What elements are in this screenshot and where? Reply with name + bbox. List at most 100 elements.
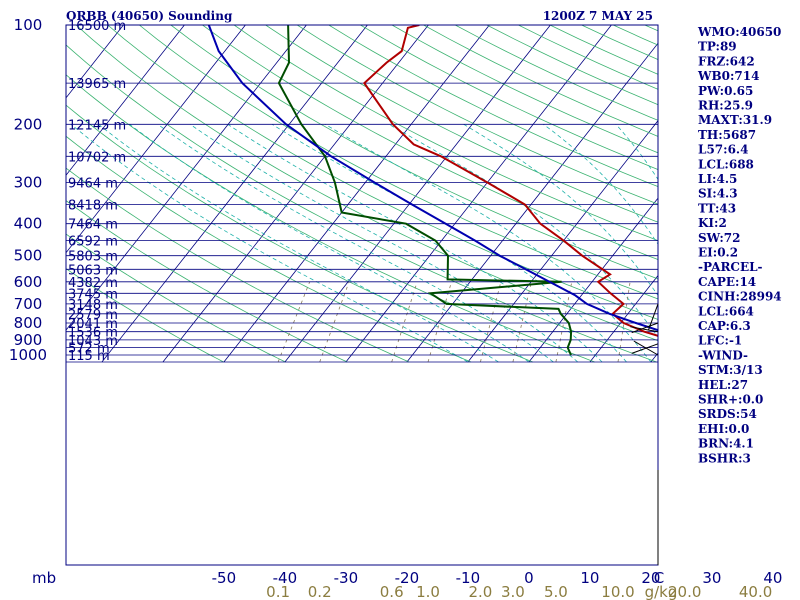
indices-panel: WMO:40650TP:89FRZ:642WB0:714PW:0.65RH:25… <box>697 25 782 465</box>
index-entry: CAP:6.3 <box>698 319 751 333</box>
dry-adiabat-line <box>75 25 658 342</box>
mixing-ratio-tick-label: 2.0 <box>468 583 492 600</box>
mixing-ratio-line <box>391 281 418 363</box>
index-entry: WMO:40650 <box>697 25 781 39</box>
mixing-ratio-tick-label: 40.0 <box>739 583 772 600</box>
pressure-tick-label: 600 <box>14 273 43 291</box>
index-entry: LCL:688 <box>698 157 754 171</box>
index-entry: TT:43 <box>698 201 736 215</box>
isotherm-line <box>101 25 368 363</box>
index-entry: PW:0.65 <box>698 84 753 98</box>
mixing-ratio-tick-label: 3.0 <box>501 583 525 600</box>
isotherm-line <box>345 25 612 363</box>
pressure-unit-label: mb <box>32 569 56 587</box>
index-entry: SRDS:54 <box>698 407 757 421</box>
pressure-tick-label: 800 <box>14 314 43 332</box>
pressure-tick-label: 300 <box>14 174 43 192</box>
height-label: 1043 m <box>68 334 118 349</box>
index-entry: CAPE:14 <box>698 275 756 289</box>
dry-adiabat-line <box>66 167 410 363</box>
pressure-tick-label: 900 <box>14 331 43 349</box>
wind-barb <box>630 326 659 333</box>
dry-adiabat-line <box>66 135 472 363</box>
index-entry: STM:3/13 <box>698 363 763 377</box>
temperature-tick-label: -10 <box>456 569 481 587</box>
dry-adiabat-line <box>296 25 658 205</box>
mixing-ratio-tick-label: 20.0 <box>668 583 701 600</box>
chart-time: 1200Z 7 MAY 25 <box>543 9 653 23</box>
isotherm-line <box>66 25 307 331</box>
height-label: 2041 m <box>68 317 118 332</box>
mixing-ratio-tick-label: 0.1 <box>266 583 290 600</box>
temperature-tick-label: -20 <box>395 569 420 587</box>
mixing-ratio-tick-label: 5.0 <box>544 583 568 600</box>
pressure-tick-label: 200 <box>14 115 43 133</box>
dry-adiabat-line <box>265 25 658 223</box>
temperature-tick-label: -50 <box>212 569 237 587</box>
grid-layer <box>66 25 800 363</box>
pressure-tick-label: 400 <box>14 215 43 233</box>
index-entry: SW:72 <box>698 231 740 245</box>
mixing-ratio-tick-label: 0.2 <box>308 583 332 600</box>
index-entry: TP:89 <box>698 40 737 54</box>
height-label: 16500 m <box>68 19 126 34</box>
index-entry: WB0:714 <box>697 69 759 83</box>
moist-adiabat-line <box>324 123 652 363</box>
isotherm-line <box>589 274 658 363</box>
mixing-ratio-tick-label: 0.6 <box>380 583 404 600</box>
dewpoint-profile-line <box>277 25 573 356</box>
index-entry: EHI:0.0 <box>698 422 749 436</box>
height-label: 5803 m <box>68 250 118 265</box>
mixing-ratio-line <box>480 281 502 363</box>
index-entry: CINH:28994 <box>698 290 782 304</box>
moist-adiabat-line <box>157 123 554 363</box>
mixing-ratio-line <box>512 281 532 363</box>
mixing-ratio-line <box>277 281 311 363</box>
dry-adiabat-line <box>107 25 658 320</box>
index-entry: SI:4.3 <box>698 187 738 201</box>
height-label: 5063 m <box>68 263 118 278</box>
moist-adiabat-line <box>70 123 469 363</box>
index-entry: MAXT:31.9 <box>698 113 772 127</box>
dry-adiabat-line <box>139 25 658 300</box>
index-entry: TH:5687 <box>698 128 756 142</box>
dry-adiabat-line <box>328 25 658 188</box>
mixing-ratio-tick-label: 1.0 <box>416 583 440 600</box>
index-entry: -WIND- <box>698 348 748 362</box>
index-entry: -PARCEL- <box>698 260 763 274</box>
isotherm-line <box>223 25 490 363</box>
height-label: 13965 m <box>68 77 126 92</box>
index-entry: LFC:-1 <box>698 334 742 348</box>
height-label: 10702 m <box>68 150 126 165</box>
height-label: 12145 m <box>68 118 126 133</box>
wind-barb <box>631 343 659 354</box>
mixing-ratio-axis: 0.1 0.2 0.6 1.0 2.0 3.0 5.0 10.0 20.0 40.0 g/kg <box>266 583 772 600</box>
index-entry: SHR+:0.0 <box>698 393 763 407</box>
temperature-profile-line <box>362 25 658 337</box>
pressure-tick-label: 700 <box>14 295 43 313</box>
mixing-ratio-unit-label: g/kg <box>645 583 678 600</box>
temperature-tick-label: 30 <box>702 569 721 587</box>
height-label: 7464 m <box>68 218 118 233</box>
height-label: 1536 m <box>68 326 118 341</box>
moist-adiabat-line <box>129 123 530 363</box>
temperature-tick-label: -40 <box>273 569 298 587</box>
profile-layer <box>207 25 658 356</box>
index-entry: L57:6.4 <box>698 143 748 157</box>
isotherm-line <box>284 25 551 363</box>
moist-adiabat-line <box>463 123 658 297</box>
isotherm-line <box>66 25 185 176</box>
dry-adiabat-line <box>66 44 657 363</box>
height-label: 9464 m <box>68 177 118 192</box>
height-label: 3745 m <box>68 287 118 302</box>
index-entry: EI:0.2 <box>698 246 738 260</box>
parcel-profile-line <box>207 25 658 332</box>
dry-adiabat-line <box>66 104 533 363</box>
isotherm-line <box>528 197 658 363</box>
pressure-tick-label: 100 <box>14 16 43 34</box>
moist-adiabat-line <box>189 123 578 363</box>
height-label: 3148 m <box>68 298 118 313</box>
isotherm-line <box>773 25 800 362</box>
height-label: 115 m <box>68 349 110 364</box>
